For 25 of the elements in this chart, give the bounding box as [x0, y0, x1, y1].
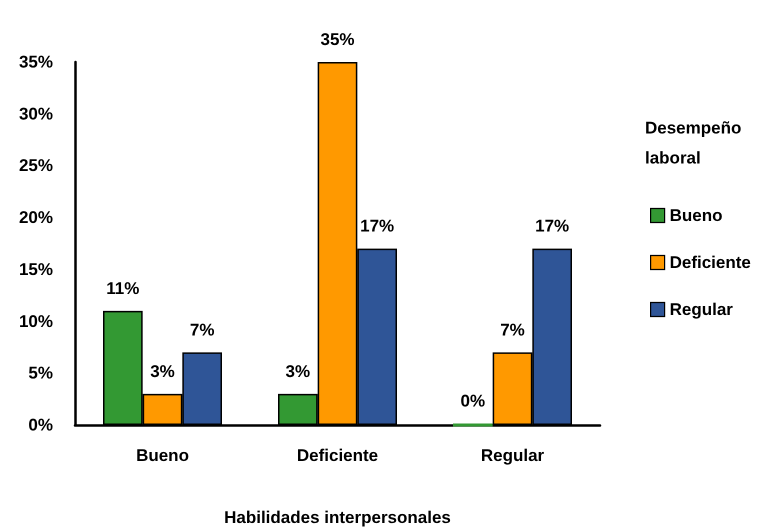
data-label: 7%: [500, 320, 525, 340]
x-tick-label: Regular: [480, 446, 545, 465]
y-tick-label: 10%: [18, 312, 53, 331]
data-label: 17%: [535, 216, 570, 236]
data-label: 35%: [320, 30, 355, 49]
legend-label: Deficiente: [670, 253, 751, 272]
data-label: 0%: [460, 392, 486, 410]
y-tick-label: 25%: [18, 156, 53, 176]
x-tick-label: Bueno: [136, 446, 189, 465]
y-tick-label: 5%: [28, 364, 53, 383]
x-axis-title: Habilidades interpersonales: [224, 508, 451, 527]
legend-label: Regular: [670, 300, 734, 319]
data-label: 11%: [106, 278, 140, 298]
legend-label: Bueno: [670, 206, 722, 225]
y-tick-label: 20%: [18, 208, 53, 228]
data-label: 3%: [150, 362, 175, 381]
y-tick-label: 35%: [18, 52, 53, 72]
data-label: 7%: [190, 320, 214, 340]
y-tick-label: 15%: [18, 260, 53, 279]
legend-title: Desempeño laboral: [645, 118, 746, 168]
data-label: 17%: [360, 216, 394, 236]
y-tick-label: 30%: [18, 104, 53, 124]
y-tick-label: 0%: [28, 416, 53, 434]
x-tick-label: Deficiente: [296, 446, 378, 465]
data-label: 3%: [286, 362, 310, 381]
